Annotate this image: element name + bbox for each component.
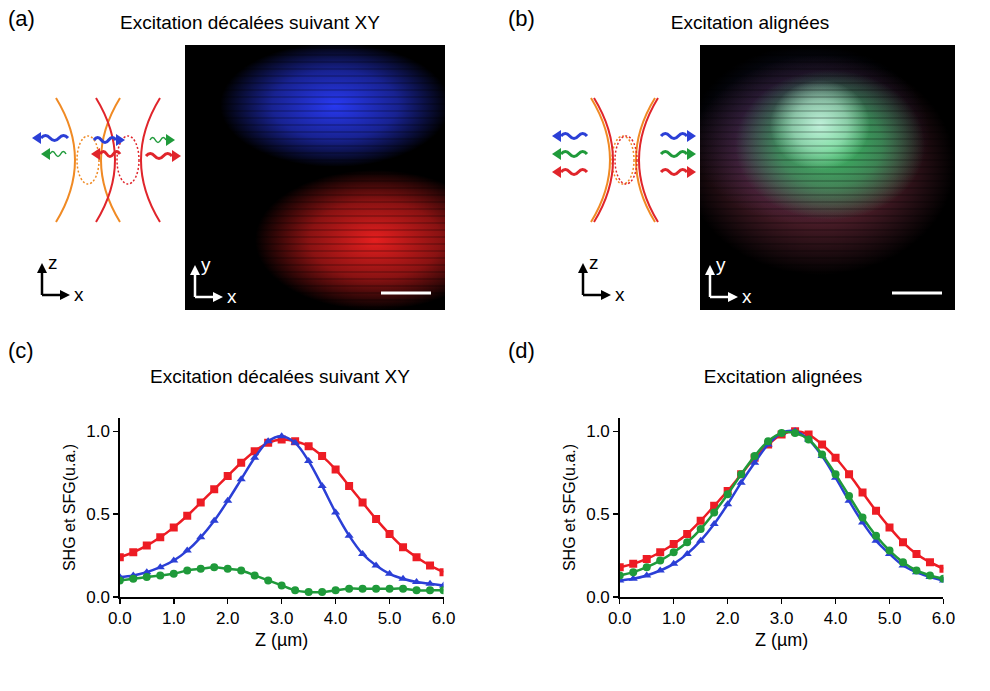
svg-text:0.0: 0.0 bbox=[108, 609, 132, 628]
svg-text:SHG et SFG(u.a.): SHG et SFG(u.a.) bbox=[61, 444, 78, 571]
svg-text:x: x bbox=[227, 286, 237, 307]
html-text:Excitation décalées suivant XY: Excitation décalées suivant XY bbox=[120, 12, 380, 33]
svg-text:y: y bbox=[201, 254, 211, 275]
svg-text:5.0: 5.0 bbox=[878, 609, 902, 628]
svg-text:1.0: 1.0 bbox=[86, 422, 110, 441]
html-text:(c): (c) bbox=[8, 338, 34, 363]
svg-text:6.0: 6.0 bbox=[932, 609, 956, 628]
svg-text:1.0: 1.0 bbox=[586, 422, 610, 441]
svg-text:SHG et SFG(u.a.): SHG et SFG(u.a.) bbox=[561, 444, 578, 571]
svg-text:4.0: 4.0 bbox=[824, 609, 848, 628]
html-text:Excitation alignées: Excitation alignées bbox=[670, 12, 830, 33]
svg-text:y: y bbox=[716, 254, 726, 275]
svg-text:3.0: 3.0 bbox=[270, 609, 294, 628]
svg-text:Z (µm): Z (µm) bbox=[255, 630, 308, 650]
svg-text:0.5: 0.5 bbox=[586, 505, 610, 524]
svg-text:x: x bbox=[742, 286, 752, 307]
svg-text:2.0: 2.0 bbox=[216, 609, 240, 628]
html-text:Excitation alignées: Excitation alignées bbox=[703, 366, 863, 387]
svg-text:z: z bbox=[589, 252, 599, 273]
svg-text:0.5: 0.5 bbox=[86, 505, 110, 524]
svg-text:1.0: 1.0 bbox=[662, 609, 686, 628]
svg-text:x: x bbox=[615, 284, 625, 305]
html-text:Excitation décalées suivant XY: Excitation décalées suivant XY bbox=[150, 366, 410, 387]
svg-text:1.0: 1.0 bbox=[162, 609, 186, 628]
svg-text:0.0: 0.0 bbox=[586, 588, 610, 607]
svg-text:5.0: 5.0 bbox=[378, 609, 402, 628]
svg-text:x: x bbox=[74, 284, 84, 305]
svg-text:0.0: 0.0 bbox=[608, 609, 632, 628]
svg-text:0.0: 0.0 bbox=[86, 588, 110, 607]
svg-text:2.0: 2.0 bbox=[716, 609, 740, 628]
svg-text:6.0: 6.0 bbox=[432, 609, 456, 628]
svg-text:Z (µm): Z (µm) bbox=[755, 630, 808, 650]
svg-text:z: z bbox=[48, 252, 58, 273]
svg-text:4.0: 4.0 bbox=[324, 609, 348, 628]
html-text:(a): (a) bbox=[8, 6, 35, 31]
html-text:(b): (b) bbox=[508, 6, 535, 31]
svg-text:3.0: 3.0 bbox=[770, 609, 794, 628]
html-text:(d): (d) bbox=[508, 338, 535, 363]
